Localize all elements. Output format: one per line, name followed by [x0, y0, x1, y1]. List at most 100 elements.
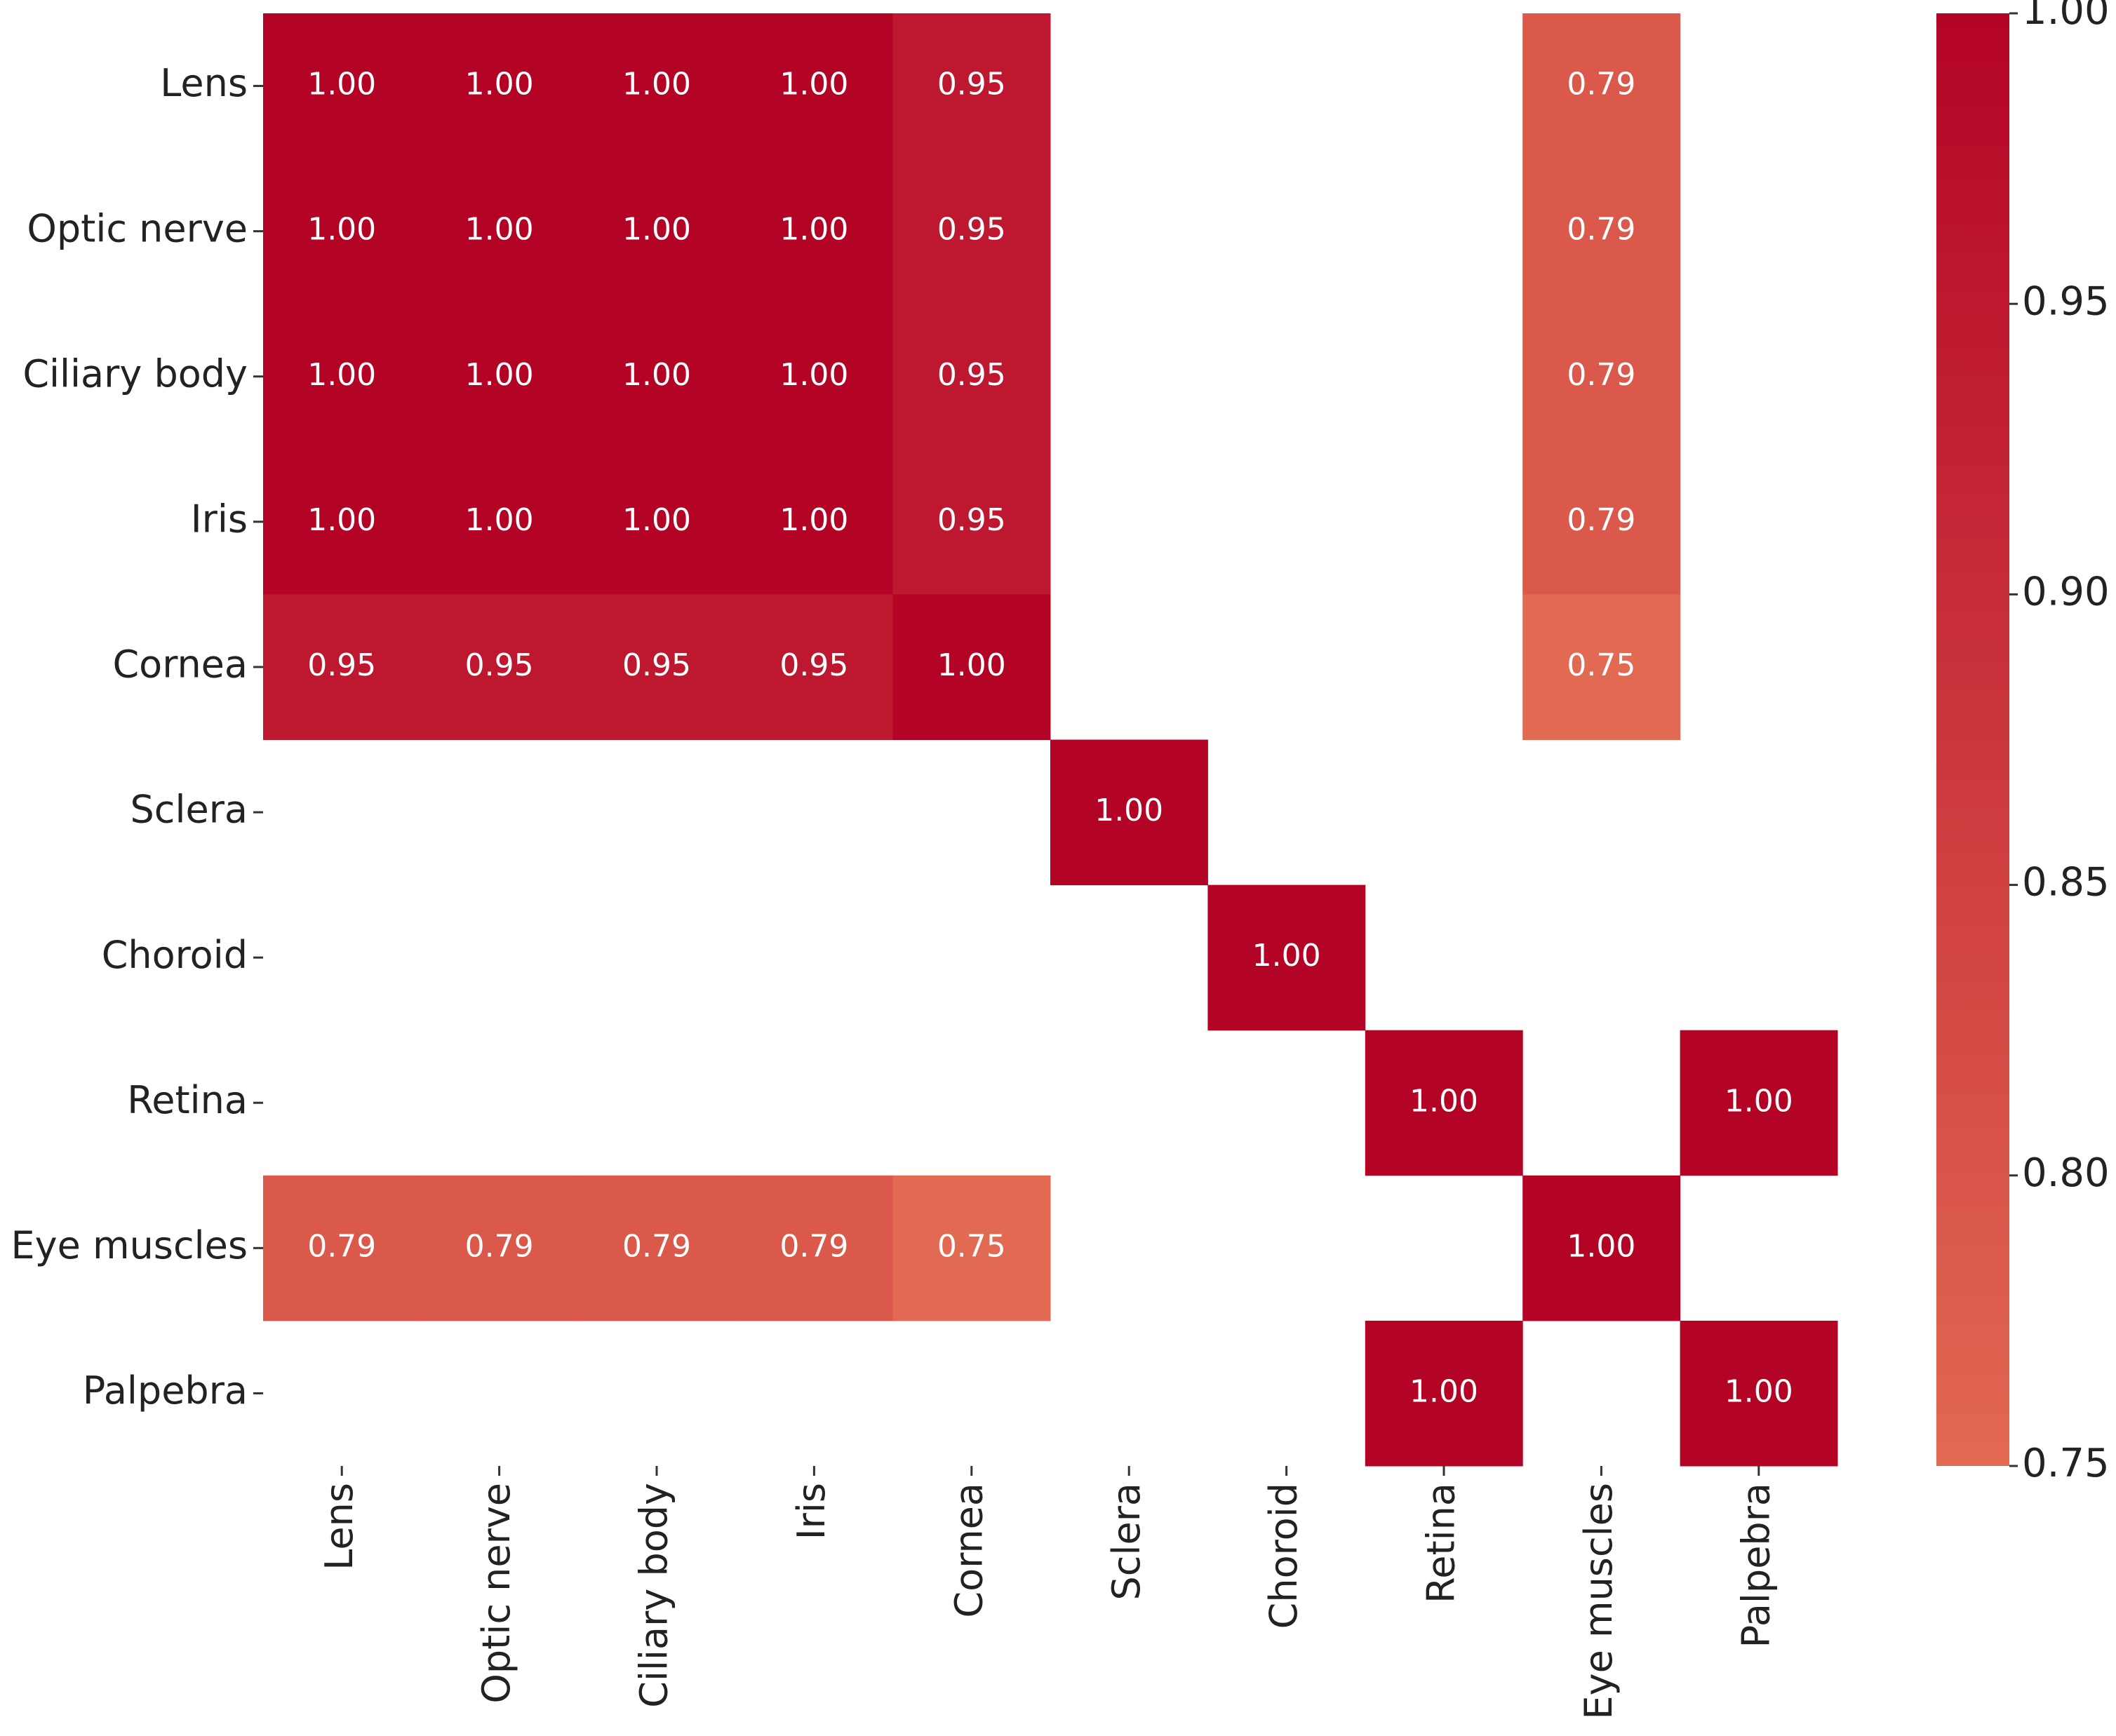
- x-tick-label: Ciliary body: [632, 1483, 676, 1708]
- heatmap-cell: [577, 13, 736, 159]
- heatmap-cell: [892, 13, 1051, 159]
- heatmap-cell: [735, 1175, 894, 1321]
- heatmap-cell: [577, 594, 736, 740]
- cell-label: 1.00: [779, 502, 848, 538]
- cell-label: 0.95: [937, 357, 1006, 393]
- cell-label: 1.00: [1567, 1228, 1635, 1264]
- heatmap-cell: [735, 449, 894, 595]
- cell-label: 0.95: [622, 647, 691, 683]
- heatmap-cell: [420, 304, 579, 450]
- heatmap-cell: [263, 304, 421, 450]
- cell-label: 0.95: [307, 647, 376, 683]
- heatmap-cell: [420, 1175, 579, 1321]
- heatmap-cell: [1522, 594, 1681, 740]
- heatmap-cell: [1365, 1030, 1523, 1176]
- cell-label: 1.00: [622, 67, 691, 102]
- y-tick-label: Palpebra: [83, 1368, 248, 1413]
- x-tick-label: Iris: [789, 1483, 833, 1540]
- cell-label: 1.00: [1409, 1373, 1478, 1409]
- cell-label: 0.79: [622, 1228, 691, 1264]
- x-tick-label: Retina: [1419, 1483, 1464, 1603]
- cell-label: 0.79: [1567, 502, 1635, 538]
- heatmap-cell: [263, 1175, 421, 1321]
- cell-label: 1.00: [779, 357, 848, 393]
- heatmap-cell: [892, 449, 1051, 595]
- y-tick-label: Sclera: [130, 788, 248, 832]
- heatmap-cell: [420, 13, 579, 159]
- y-tick-label: Lens: [160, 61, 248, 105]
- cell-label: 1.00: [779, 67, 848, 102]
- cell-label: 1.00: [465, 357, 534, 393]
- cell-label: 1.00: [1094, 793, 1163, 828]
- colorbar-tick-label: 0.95: [2022, 278, 2110, 324]
- heatmap-cell: [1522, 304, 1681, 450]
- cell-label: 0.75: [1567, 647, 1635, 683]
- heatmap-cell: [577, 449, 736, 595]
- heatmap-cell: [1050, 739, 1208, 886]
- heatmap-cell: [892, 159, 1051, 304]
- heatmap-cell: [420, 159, 579, 304]
- cell-label: 0.79: [1567, 67, 1635, 102]
- y-tick-label: Iris: [191, 497, 248, 541]
- heatmap-cell: [263, 159, 421, 304]
- heatmap-cell: [1680, 1320, 1838, 1467]
- heatmap-cell: [263, 13, 421, 159]
- y-tick-label: Choroid: [102, 933, 248, 977]
- heatmap-cell: [735, 159, 894, 304]
- heatmap-cell: [892, 594, 1051, 740]
- y-tick-label: Optic nerve: [27, 206, 248, 250]
- x-tick-label: Cornea: [946, 1483, 991, 1618]
- heatmap-cell: [892, 1175, 1051, 1321]
- y-tick-label: Ciliary body: [22, 351, 248, 396]
- cell-label: 0.95: [937, 212, 1006, 248]
- cell-label: 1.00: [307, 502, 376, 538]
- colorbar-tick-label: 0.80: [2022, 1150, 2110, 1196]
- colorbar-tick-label: 0.75: [2022, 1441, 2110, 1486]
- heatmap-cell: [263, 449, 421, 595]
- heatmap-cell: [577, 159, 736, 304]
- cell-label: 1.00: [465, 67, 534, 102]
- cell-label: 0.95: [937, 502, 1006, 538]
- y-tick-label: Eye muscles: [11, 1223, 248, 1267]
- cell-label: 0.95: [779, 647, 848, 683]
- cell-label: 0.79: [1567, 212, 1635, 248]
- x-tick-label: Optic nerve: [474, 1483, 518, 1704]
- heatmap-cell: [577, 1175, 736, 1321]
- heatmap-cell: [1207, 884, 1366, 1031]
- colorbar: [1936, 13, 2009, 1466]
- cell-label: 1.00: [307, 212, 376, 248]
- x-tick-label: Sclera: [1104, 1483, 1149, 1600]
- colorbar-tick-label: 1.00: [2022, 0, 2110, 34]
- cell-label: 0.79: [779, 1228, 848, 1264]
- heatmap-cell: [735, 304, 894, 450]
- cell-label: 1.00: [465, 502, 534, 538]
- cell-label: 1.00: [1725, 1373, 1793, 1409]
- heatmap-cell: [1522, 1175, 1681, 1321]
- cell-label: 1.00: [307, 67, 376, 102]
- cell-label: 1.00: [1409, 1083, 1478, 1119]
- cell-label: 0.79: [1567, 357, 1635, 393]
- cell-label: 0.79: [307, 1228, 376, 1264]
- x-tick-label: Eye muscles: [1576, 1483, 1621, 1719]
- y-tick-label: Retina: [127, 1078, 248, 1122]
- heatmap-cell: [1522, 449, 1681, 595]
- cell-label: 0.95: [465, 647, 534, 683]
- heatmap-cell: [263, 594, 421, 740]
- cell-label: 1.00: [622, 212, 691, 248]
- cell-label: 1.00: [622, 357, 691, 393]
- x-tick-label: Palpebra: [1734, 1483, 1778, 1648]
- cell-label: 1.00: [1252, 938, 1321, 974]
- heatmap-cell: [1522, 13, 1681, 159]
- cell-label: 1.00: [779, 212, 848, 248]
- y-tick-label: Cornea: [112, 642, 248, 687]
- cell-label: 0.75: [937, 1228, 1006, 1264]
- heatmap-cell: [420, 449, 579, 595]
- cell-label: 1.00: [465, 212, 534, 248]
- colorbar-tick-label: 0.90: [2022, 570, 2110, 615]
- heatmap-cell: [1365, 1320, 1523, 1467]
- heatmap-cell: [1680, 1030, 1838, 1176]
- colorbar-tick-label: 0.85: [2022, 860, 2110, 906]
- cell-label: 1.00: [622, 502, 691, 538]
